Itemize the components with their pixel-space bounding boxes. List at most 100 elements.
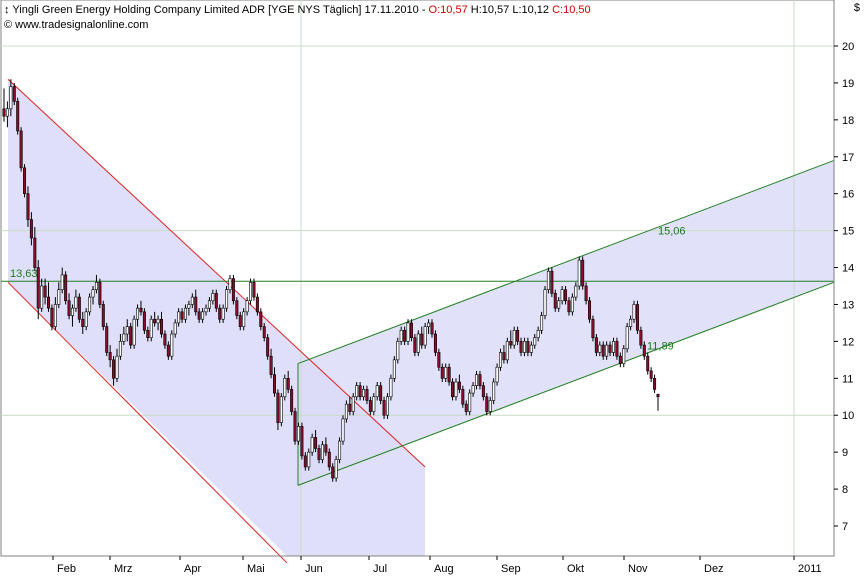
candle-body — [372, 396, 376, 412]
candle-body — [375, 385, 379, 398]
candle-body — [317, 448, 321, 460]
candle-body — [163, 333, 167, 346]
candle-body — [16, 101, 20, 132]
candle-body — [173, 322, 177, 335]
candle-body — [231, 278, 235, 302]
candle-body — [115, 355, 119, 379]
candle-body — [331, 466, 335, 479]
candle-body — [262, 326, 266, 338]
y-tick-label: 10 — [842, 410, 854, 422]
candle-body — [509, 341, 513, 346]
candle-body — [533, 337, 537, 346]
candle-body — [392, 359, 396, 379]
candle-body — [211, 293, 215, 302]
candle-body — [214, 293, 218, 309]
currency-label: $ — [853, 2, 860, 14]
candle-body — [36, 267, 40, 309]
candle-body — [259, 311, 263, 327]
candle-body — [341, 418, 345, 442]
candle-body — [2, 108, 6, 117]
candle-body — [94, 282, 98, 290]
candle-body — [564, 289, 568, 302]
candle-body — [540, 315, 544, 331]
candle-body — [546, 270, 550, 290]
candle-body — [101, 304, 105, 327]
candle-body — [183, 307, 187, 320]
candle-body — [242, 311, 246, 327]
up-channel-upper-line — [297, 159, 835, 365]
candle-body — [320, 444, 324, 460]
candle-body — [635, 304, 639, 331]
candle-body — [194, 296, 198, 313]
candle-body — [166, 344, 170, 357]
candle-body — [204, 307, 208, 313]
candle-body — [457, 381, 461, 390]
candle-body — [57, 289, 61, 305]
candle-body — [475, 374, 479, 386]
candle-body — [498, 352, 502, 368]
candle-body — [98, 282, 102, 305]
candle-body — [601, 344, 605, 357]
candle-body — [512, 330, 516, 346]
y-tick-label: 11 — [842, 373, 853, 385]
candle-body — [365, 389, 369, 401]
candle-body — [136, 307, 140, 320]
candle-body — [50, 307, 54, 327]
candle-body — [570, 296, 574, 313]
candle-body — [358, 385, 362, 398]
y-tick-label: 18 — [842, 115, 854, 127]
y-tick-label: 9 — [842, 447, 848, 459]
candle-body — [444, 366, 448, 379]
candle-body — [605, 344, 609, 357]
candle-body — [344, 403, 348, 420]
candle-body — [296, 426, 300, 442]
up-channel-lower-line — [297, 281, 835, 486]
candle-body — [142, 311, 146, 331]
candle-body — [303, 455, 307, 468]
candle-body — [464, 403, 468, 412]
x-tick-label: Dez — [704, 563, 724, 575]
candle-body — [557, 300, 561, 309]
candle-body — [180, 311, 184, 320]
candle-body — [81, 318, 85, 327]
candle-body — [252, 282, 256, 298]
candle-body — [207, 300, 211, 309]
candle-body — [522, 341, 526, 353]
candle-body — [389, 378, 393, 398]
candle-body — [19, 130, 23, 169]
candle-body — [461, 389, 465, 405]
candle-body — [105, 326, 109, 353]
down-channel-upper-line — [7, 78, 426, 468]
candle-body — [488, 400, 492, 412]
x-tick-label: Jul — [373, 563, 387, 575]
candle-body — [266, 337, 270, 357]
down-channel-lower-line — [7, 281, 288, 564]
candle-body — [468, 392, 472, 412]
candle-body — [505, 341, 509, 361]
candle-body — [283, 378, 287, 398]
y-tick-label: 15 — [842, 226, 854, 238]
candle-body — [362, 389, 366, 398]
candle-body — [293, 411, 297, 442]
candle-body — [9, 86, 13, 110]
candle-body — [221, 307, 225, 320]
y-tick-label: 13 — [842, 299, 854, 311]
candle-body — [324, 444, 328, 453]
candle-body — [235, 300, 239, 316]
low-value: L:10,12 — [512, 4, 550, 16]
candle-body — [502, 352, 506, 361]
candle-body — [187, 304, 191, 309]
y-tick-label: 17 — [842, 152, 854, 164]
candle-body — [420, 333, 424, 346]
candle-body — [5, 108, 9, 117]
candle-body — [406, 322, 410, 342]
candle-body — [156, 318, 160, 324]
candle-body — [492, 381, 496, 401]
y-tick-label: 14 — [842, 263, 854, 275]
y-tick-label: 16 — [842, 189, 854, 201]
candle-body — [451, 381, 455, 398]
candle-body — [385, 396, 389, 416]
candle-body — [88, 296, 92, 313]
candle-body — [550, 270, 554, 294]
candle-body — [485, 396, 489, 412]
